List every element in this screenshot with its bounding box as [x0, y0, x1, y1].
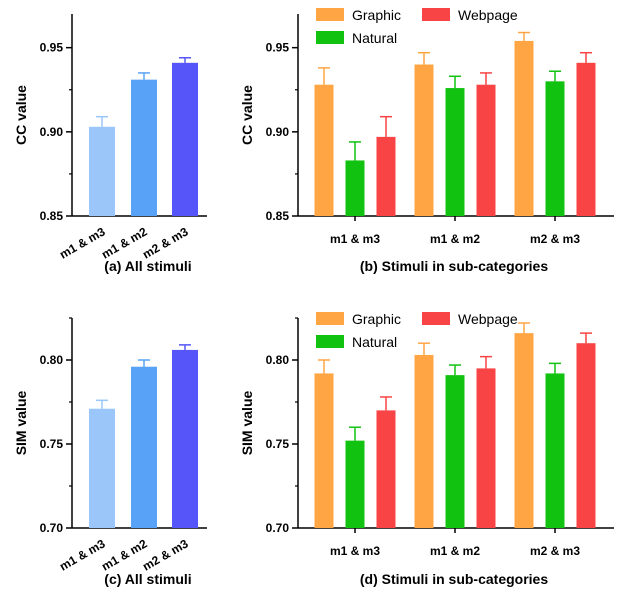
y-tick-label: 0.90 — [40, 125, 64, 139]
legend-label-webpage: Webpage — [458, 7, 518, 23]
legend-swatch-graphic — [316, 8, 344, 21]
y-tick-label: 0.70 — [266, 521, 290, 535]
bar-webpage — [377, 410, 396, 528]
x-tick-label: m1 & m2 — [430, 232, 480, 246]
bar — [89, 127, 115, 216]
x-tick-label: m2 & m3 — [140, 536, 191, 573]
bar-natural — [446, 88, 465, 216]
legend-swatch-natural — [316, 335, 344, 348]
bar-graphic — [415, 65, 434, 217]
legend-label-graphic: Graphic — [352, 311, 401, 327]
x-tick-label: m2 & m3 — [530, 232, 580, 246]
y-tick-label: 0.70 — [40, 521, 64, 535]
bar — [172, 63, 198, 216]
y-tick-label: 0.90 — [266, 125, 290, 139]
bar-graphic — [315, 85, 334, 216]
bar-graphic — [415, 355, 434, 528]
y-axis-label: SIM value — [13, 391, 29, 456]
x-tick-label: m1 & m3 — [330, 232, 380, 246]
y-tick-label: 0.80 — [266, 353, 290, 367]
y-tick-label: 0.75 — [40, 437, 64, 451]
bar-natural — [346, 160, 365, 216]
panel-caption: (d) Stimuli in sub-categories — [360, 571, 548, 587]
bar-webpage — [577, 343, 596, 528]
x-tick-label: m2 & m3 — [530, 544, 580, 558]
x-tick-label: m1 & m2 — [430, 544, 480, 558]
legend-swatch-natural — [316, 31, 344, 44]
y-axis-label: SIM value — [239, 391, 255, 456]
bar — [131, 367, 157, 528]
bar — [172, 350, 198, 528]
y-tick-label: 0.85 — [40, 209, 64, 223]
x-tick-label: m1 & m3 — [57, 224, 108, 261]
bar-natural — [346, 441, 365, 528]
bar-graphic — [515, 41, 534, 216]
bar-graphic — [315, 373, 334, 528]
bar-webpage — [377, 137, 396, 216]
x-tick-label: m1 & m3 — [57, 536, 108, 573]
bar — [131, 80, 157, 216]
legend-swatch-webpage — [422, 312, 450, 325]
panel-caption: (c) All stimuli — [104, 571, 191, 587]
legend-label-natural: Natural — [352, 30, 397, 46]
legend-label-graphic: Graphic — [352, 7, 401, 23]
y-axis-label: CC value — [13, 85, 29, 145]
x-tick-label: m1 & m3 — [330, 544, 380, 558]
bar-natural — [446, 375, 465, 528]
panel-caption: (b) Stimuli in sub-categories — [360, 258, 548, 274]
y-tick-label: 0.95 — [266, 41, 290, 55]
y-tick-label: 0.75 — [266, 437, 290, 451]
panel-caption: (a) All stimuli — [104, 258, 191, 274]
legend-swatch-graphic — [316, 312, 344, 325]
chart-b: 0.85 0.90 0.95 CC value m1 & m3 m1 & m2 m2 & m… — [239, 7, 614, 274]
bar-natural — [546, 81, 565, 216]
y-axis-label: CC value — [239, 85, 255, 145]
legend-swatch-webpage — [422, 8, 450, 21]
bar-webpage — [477, 85, 496, 216]
y-tick-label: 0.95 — [40, 41, 64, 55]
legend-label-natural: Natural — [352, 334, 397, 350]
x-tick-label: m1 & m2 — [99, 536, 150, 573]
bar-webpage — [477, 368, 496, 528]
bar — [89, 409, 115, 528]
legend-label-webpage: Webpage — [458, 311, 518, 327]
bar-natural — [546, 373, 565, 528]
chart-d: 0.70 0.75 0.80 SIM value m1 & m3 m1 & m2 m2 & … — [239, 311, 614, 587]
x-tick-label: m1 & m2 — [99, 224, 150, 261]
bar-graphic — [515, 333, 534, 528]
bar-webpage — [577, 63, 596, 216]
y-tick-label: 0.80 — [40, 353, 64, 367]
y-tick-label: 0.85 — [266, 209, 290, 223]
x-tick-label: m2 & m3 — [140, 224, 191, 261]
